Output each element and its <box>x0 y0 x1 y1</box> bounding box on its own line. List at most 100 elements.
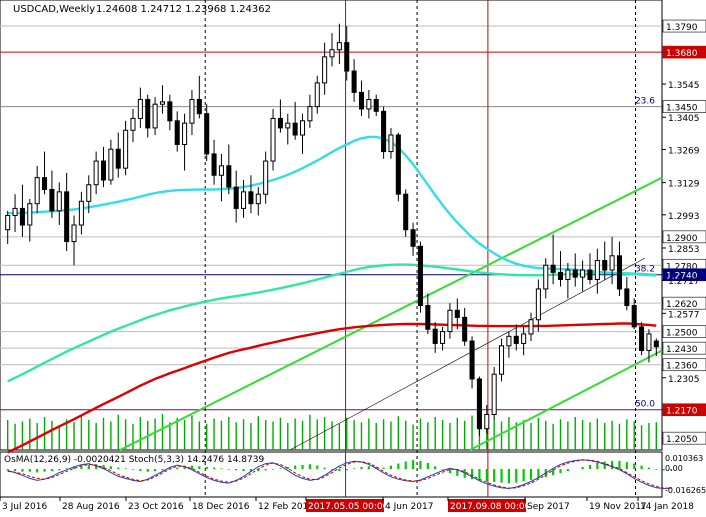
candle-body <box>351 70 357 93</box>
candle-body <box>499 345 505 375</box>
candle-body <box>410 229 416 247</box>
price-label: 1.3269 <box>668 146 700 156</box>
candle-body <box>49 188 55 212</box>
price-label: 1.2620 <box>666 300 698 310</box>
candle-body <box>381 110 387 153</box>
time-label: 3 Jul 2016 <box>2 502 47 512</box>
time-axis-layer: 3 Jul 2016 28 Aug 2016 23 Oct 2016 18 Dec 2… <box>0 497 694 512</box>
candle-body <box>388 134 394 153</box>
candle-body <box>167 101 173 122</box>
price-label-box <box>662 100 706 113</box>
chart-header-symbol: USDCAD,Weekly <box>13 4 95 15</box>
candle-body <box>248 191 254 205</box>
candle-body <box>476 378 482 430</box>
candle-body <box>395 134 401 195</box>
candle-body <box>211 153 217 176</box>
time-label: 12 Feb 2017 <box>258 502 314 512</box>
candle-body <box>34 177 40 205</box>
osc-scale-label: -0.016265 <box>665 486 706 495</box>
candle-body <box>425 305 431 330</box>
candle-body <box>233 186 239 209</box>
candle-body <box>71 224 77 243</box>
price-label: 1.2717 <box>668 277 700 287</box>
candle-body <box>521 333 527 344</box>
candle-body <box>602 260 608 271</box>
candle-body <box>462 316 468 342</box>
channel-lower-line <box>469 349 663 451</box>
candle-body <box>292 122 298 136</box>
candle-body <box>204 113 210 155</box>
candle-body <box>263 160 269 195</box>
candle-body <box>108 148 114 181</box>
candle-body <box>469 340 475 380</box>
candle-body <box>639 326 645 352</box>
time-label: 4 Jun 2017 <box>385 502 433 512</box>
candle-body <box>226 165 232 188</box>
candle-body <box>535 288 541 321</box>
ma-fast-cyan <box>7 135 657 277</box>
candle-body <box>432 328 438 344</box>
candle-body <box>152 103 158 129</box>
candle-body <box>123 129 129 169</box>
price-label: 1.3405 <box>668 114 700 124</box>
channel-mid-line <box>289 257 646 451</box>
main-plot-frame <box>0 0 663 451</box>
candle-body <box>159 101 165 105</box>
candle-body <box>528 319 534 335</box>
osc-scale-label: 0.00 <box>665 464 683 473</box>
candle-body <box>565 269 571 280</box>
price-label-box <box>662 268 706 282</box>
price-label-box <box>662 19 706 33</box>
candle-layer <box>5 23 659 436</box>
price-label-box <box>662 403 706 417</box>
candle-body <box>56 191 62 212</box>
candle-body <box>27 203 33 226</box>
candle-body <box>580 269 586 278</box>
candle-body <box>506 335 512 347</box>
candle-body <box>417 245 423 307</box>
candle-body <box>64 191 70 243</box>
candle-body <box>587 269 593 280</box>
candle-body <box>241 191 247 209</box>
candle-body <box>115 148 121 169</box>
price-label: 1.3680 <box>666 49 698 59</box>
candle-body <box>543 264 549 290</box>
candle-body <box>336 42 342 51</box>
candle-body <box>484 413 490 430</box>
price-label: 1.2430 <box>666 345 698 355</box>
candle-body <box>631 305 637 328</box>
price-label: 1.3790 <box>666 23 698 33</box>
candle-body <box>646 333 652 352</box>
time-label: 14 Jan 2018 <box>640 502 694 512</box>
price-label-box <box>662 296 706 310</box>
candle-body <box>130 117 136 131</box>
candle-body <box>557 271 564 280</box>
candle-body <box>594 260 600 280</box>
time-label: 28 Aug 2016 <box>62 502 120 512</box>
candle-body <box>86 184 92 202</box>
candle-body <box>447 309 453 333</box>
moving-average-layer <box>7 135 657 454</box>
candle-body <box>299 120 306 136</box>
fib-label-1: 38.2 <box>635 265 655 275</box>
levels-layer: 23.6 38.2 50.0 <box>0 25 662 411</box>
candle-body <box>100 160 107 181</box>
candle-body <box>270 117 276 162</box>
price-label: 1.3129 <box>668 180 700 190</box>
candle-body <box>307 106 313 122</box>
chart-header-ohlc: 1.24608 1.24712 1.23968 1.24362 <box>96 4 271 15</box>
candle-body <box>454 309 460 318</box>
candle-body <box>78 200 84 226</box>
candle-body <box>358 91 365 110</box>
trend-channel-layer <box>119 176 663 451</box>
fib-label-0: 23.6 <box>635 97 655 107</box>
time-label: 2017.05.05 00:00 <box>308 502 389 512</box>
candle-body <box>440 331 446 344</box>
candle-body <box>314 82 320 108</box>
fib-label-2: 50.0 <box>635 400 655 410</box>
candle-body <box>513 335 519 344</box>
time-label: 2017.09.08 00:00 <box>450 502 531 512</box>
candle-body <box>182 122 188 145</box>
